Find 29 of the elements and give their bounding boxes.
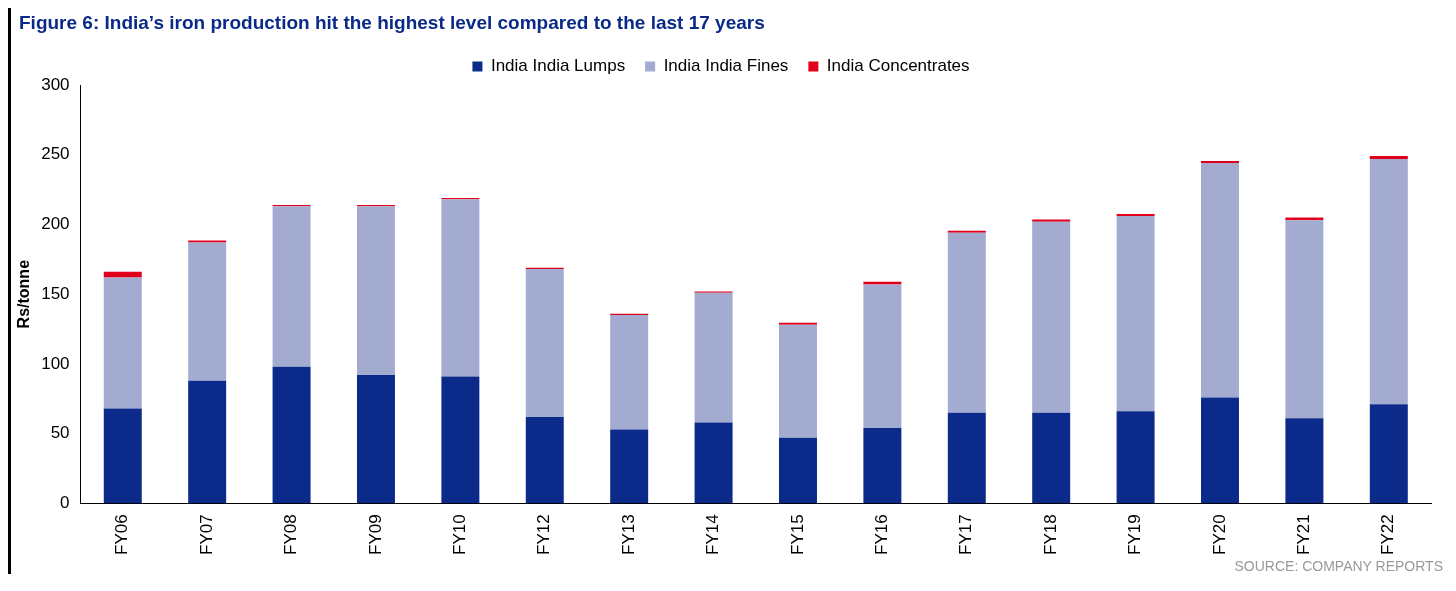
y-tick-label: 300 <box>41 74 70 94</box>
chart-title: Figure 6: India’s iron production hit the highest level compared to the last 17 years <box>18 11 766 35</box>
legend-label: India Concentrates <box>826 56 970 76</box>
x-tick-label: FY08 <box>281 514 301 556</box>
y-axis-title: Rs/tonne <box>15 259 33 329</box>
x-tick-label: FY20 <box>1209 514 1229 556</box>
x-tick-label: FY15 <box>787 514 807 556</box>
x-tick-label: FY13 <box>618 514 638 556</box>
x-tick-label: FY06 <box>112 514 132 556</box>
x-tick-label: FY18 <box>1040 514 1060 556</box>
y-tick-label: 250 <box>41 144 70 164</box>
x-tick-label: FY16 <box>872 514 892 556</box>
y-tick-label: 100 <box>41 353 70 373</box>
source-note: SOURCE: COMPANY REPORTS <box>1233 558 1444 574</box>
x-tick-label: FY10 <box>450 514 470 556</box>
legend-label: India India Lumps <box>490 56 626 76</box>
x-tick-label: FY09 <box>365 514 385 556</box>
x-tick-label: FY21 <box>1294 514 1314 556</box>
y-tick-label: 0 <box>60 493 70 513</box>
legend-label: India India Fines <box>663 56 789 76</box>
y-tick-label: 150 <box>41 283 70 303</box>
x-tick-label: FY22 <box>1378 514 1398 556</box>
y-tick-label: 200 <box>41 214 70 234</box>
x-tick-label: FY07 <box>196 514 216 556</box>
x-tick-label: FY17 <box>956 514 976 556</box>
y-tick-label: 50 <box>50 423 70 443</box>
x-tick-label: FY14 <box>703 514 723 556</box>
x-tick-label: FY19 <box>1125 514 1145 556</box>
x-tick-label: FY12 <box>534 514 554 556</box>
